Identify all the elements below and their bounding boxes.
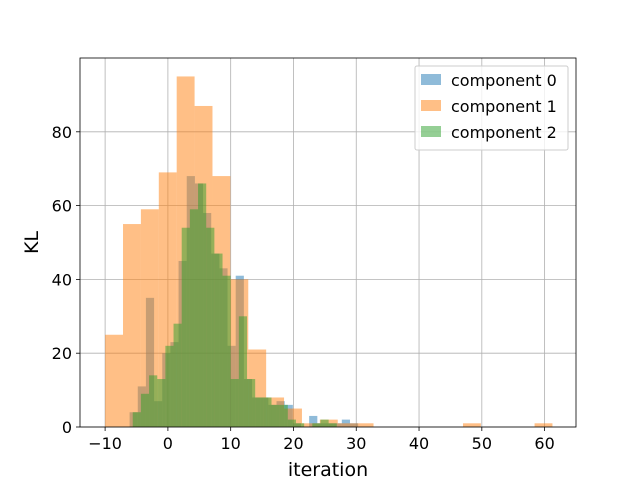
legend: component 0 component 1 component 2 [414,65,569,151]
x-tick-label: 60 [534,434,554,453]
bar-series-1 [462,423,481,427]
x-axis-label: iteration [288,459,368,480]
bar-series-2 [157,379,166,427]
bar-series-2 [198,183,207,427]
bar-series-2 [295,423,305,427]
bar-series-2 [312,423,321,427]
bar-series-2 [165,345,174,427]
legend-swatch-component-1 [421,100,441,111]
bar-series-2 [230,379,239,427]
bar-series-2 [149,375,158,427]
bar-series-2 [279,404,288,427]
bar-series-1 [123,224,141,427]
bar-series-1 [301,423,320,427]
bar-series-2 [189,209,199,427]
bar-series-2 [328,423,337,427]
bar-series-2 [132,412,141,427]
x-tick-label: 0 [163,434,173,453]
bar-series-2 [263,397,272,427]
bar-series-2 [247,379,256,427]
y-tick-label: 80 [52,123,72,142]
y-tick-label: 40 [52,270,72,289]
bar-series-1 [534,423,553,427]
x-tick-label: 50 [472,434,492,453]
legend-label-component-1: component 1 [451,97,557,116]
x-tick-label: 30 [346,434,366,453]
plot-frame [79,57,577,428]
legend-swatch-component-2 [421,126,441,137]
bar-series-1 [105,334,124,427]
y-tick-label: 20 [52,344,72,363]
bar-series-2 [222,275,231,427]
x-tick-label: 10 [221,434,241,453]
x-tick-label: 40 [409,434,429,453]
y-tick-label: 60 [52,197,72,216]
bar-series-2 [238,316,248,427]
bar-series-2 [271,404,280,427]
bar-series-1 [140,209,159,427]
bar-series-2 [287,419,296,427]
legend-swatch-component-0 [421,74,441,85]
legend-label-component-2: component 2 [451,123,557,142]
bar-series-0 [309,415,318,427]
bar-series-2 [140,393,150,427]
x-tick-label: −10 [88,434,122,453]
y-axis-label: KL [21,231,43,254]
bar-series-2 [173,323,182,427]
axis-ticks: −10 0 10 20 30 40 50 60 0 20 40 60 80 [52,123,555,453]
bar-series-2 [214,253,223,427]
bar-series-2 [206,227,215,427]
bar-series-1 [355,423,374,427]
bar-series-2 [181,227,190,427]
legend-box [414,65,569,151]
legend-label-component-0: component 0 [451,71,557,90]
y-tick-label: 0 [62,418,72,437]
bars [105,76,553,427]
x-tick-label: 20 [283,434,303,453]
bar-series-2 [255,397,264,427]
bar-series-1 [337,423,356,427]
bar-series-2 [320,419,329,427]
